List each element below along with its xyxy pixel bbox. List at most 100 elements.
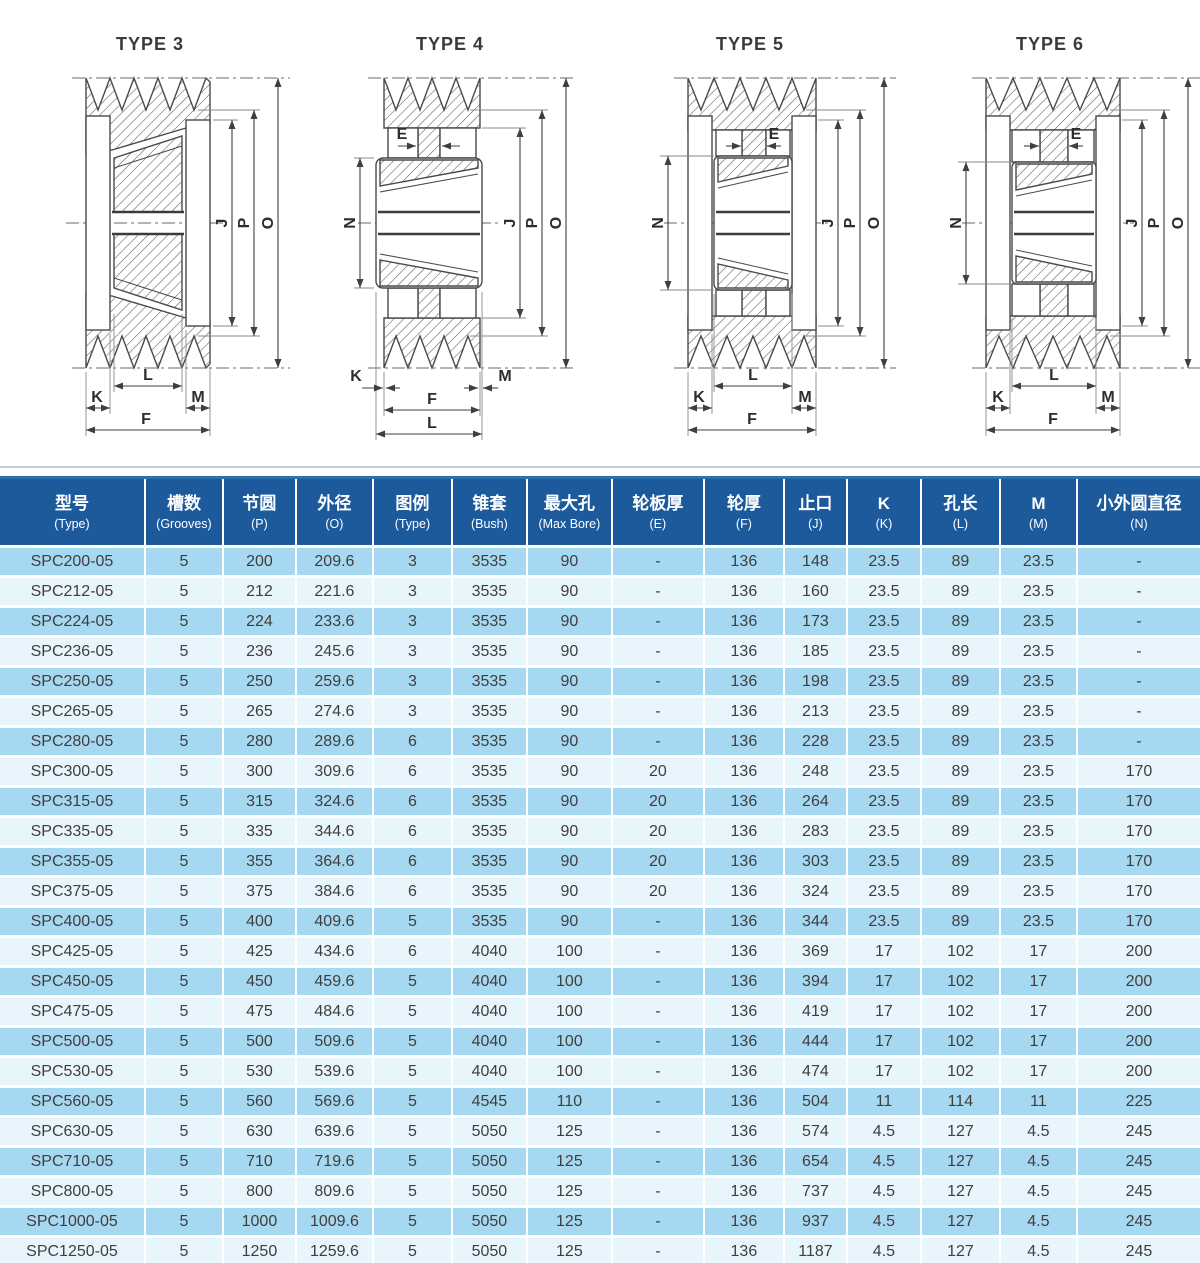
table-cell: 136 [702,905,784,937]
table-cell: 309.6 [294,755,373,787]
table-row: SPC560-05 5 560 569.6 5 4545 110-136 504 11 114 11… [0,1085,1200,1117]
table-row: SPC1000-05 5 1000 1009.6 5 5050 125-136 937 4.5 1… [0,1205,1200,1237]
table-cell: 23.5 [845,545,921,577]
table-cell: 5 [143,785,223,817]
table-cell: 324 [782,875,847,907]
table-cell: - [610,905,704,937]
table-cell: 5 [143,935,223,967]
table-cell: 136 [702,575,784,607]
dim-label-o: O [866,217,883,229]
table-cell: - [610,605,704,637]
table-cell: 20 [610,815,704,847]
dim-label-p: P [236,217,253,228]
table-cell: 170 [1075,875,1200,907]
table-cell: 4040 [450,1055,527,1087]
table-cell: 300 [221,755,296,787]
model-cell: SPC710-05 [0,1145,145,1177]
table-cell: 459.6 [294,965,373,997]
table-cell: 89 [919,545,1000,577]
table-cell: 136 [702,755,784,787]
table-cell: 5 [143,965,223,997]
table-cell: 344.6 [294,815,373,847]
table-row: SPC375-05 5 375 384.6 6 3535 90 20 136 324 23.5 89 2… [0,875,1200,907]
table-cell: 5 [371,965,452,997]
dim-label-m: M [798,389,811,406]
table-row: SPC315-05 5 315 324.6 6 3535 90 20 136 264 23.5 89 2… [0,785,1200,817]
table-cell: 3 [371,665,452,697]
table-cell: 127 [919,1145,1000,1177]
table-cell: 127 [919,1115,1000,1147]
table-cell: 23.5 [998,545,1077,577]
table-cell: 4.5 [998,1205,1077,1237]
table-cell: 136 [702,1205,784,1237]
table-cell: 289.6 [294,725,373,757]
table-cell: 90 [525,695,612,727]
table-cell: 170 [1075,905,1200,937]
table-cell: 500 [221,1025,296,1057]
table-row: SPC236-05 5 236 245.6 3 3535 90-136 185 23.5 89 23… [0,635,1200,667]
table-cell: 5 [143,545,223,577]
table-row: SPC710-05 5 710 719.6 5 5050 125-136 654 4.5 127 4… [0,1145,1200,1177]
table-cell: 90 [525,605,612,637]
table-row: SPC1250-05 5 1250 1259.6 5 5050 125-136 1187 4.5… [0,1235,1200,1263]
table-cell: 11 [998,1085,1077,1117]
spec-table-body: SPC200-05 5 200 209.6 3 3535 90-136 148 23.5 89 23… [0,545,1200,1263]
table-cell: 127 [919,1235,1000,1263]
table-cell: 5 [143,1205,223,1237]
dim-label-p: P [842,217,859,228]
table-cell: - [610,1085,704,1117]
col-header-maxbore: 最大孔 (Max Bore) [525,476,612,547]
table-cell: 5050 [450,1175,527,1207]
table-row: SPC450-05 5 450 459.6 5 4040 100-136 394 17 102 17… [0,965,1200,997]
table-cell: 4.5 [998,1175,1077,1207]
table-cell: 125 [525,1175,612,1207]
table-cell: 23.5 [845,755,921,787]
diagram-type-6: E N J P O L [940,16,1200,476]
table-cell: - [610,1115,704,1147]
table-cell: 3 [371,545,452,577]
table-cell: 90 [525,845,612,877]
table-cell: 5 [371,995,452,1027]
table-cell: 102 [919,1025,1000,1057]
table-cell: 4.5 [845,1115,921,1147]
model-cell: SPC300-05 [0,755,145,787]
dim-label-n: N [948,217,965,229]
table-cell: 639.6 [294,1115,373,1147]
table-cell: 3535 [450,695,527,727]
dim-label-o: O [548,217,565,229]
pulley-cross-section-type6: E N J P O L [948,76,1200,436]
table-cell: 324.6 [294,785,373,817]
table-cell: 17 [845,935,921,967]
dim-label-n: N [650,217,667,229]
table-cell: 364.6 [294,845,373,877]
dim-label-j: J [214,219,231,228]
table-cell: 23.5 [998,785,1077,817]
table-cell: 23.5 [845,725,921,757]
table-cell: 170 [1075,845,1200,877]
table-cell: 484.6 [294,995,373,1027]
table-cell: 4.5 [845,1205,921,1237]
model-cell: SPC355-05 [0,845,145,877]
table-cell: 23.5 [845,575,921,607]
table-cell: 6 [371,875,452,907]
table-cell: 5 [371,1175,452,1207]
table-cell: 236 [221,635,296,667]
table-cell: 200 [1075,1055,1200,1087]
table-cell: 200 [1075,995,1200,1027]
table-cell: 20 [610,875,704,907]
table-row: SPC335-05 5 335 344.6 6 3535 90 20 136 283 23.5 89 2… [0,815,1200,847]
table-cell: 90 [525,815,612,847]
table-cell: - [1075,665,1200,697]
table-cell: 20 [610,785,704,817]
table-cell: 127 [919,1175,1000,1207]
table-cell: 280 [221,725,296,757]
table-cell: 136 [702,785,784,817]
table-cell: 5 [143,1085,223,1117]
table-cell: 11 [845,1085,921,1117]
table-cell: - [610,1235,704,1263]
table-cell: 213 [782,695,847,727]
table-cell: 20 [610,755,704,787]
table-cell: 89 [919,665,1000,697]
table-cell: 114 [919,1085,1000,1117]
table-row: SPC355-05 5 355 364.6 6 3535 90 20 136 303 23.5 89 2… [0,845,1200,877]
